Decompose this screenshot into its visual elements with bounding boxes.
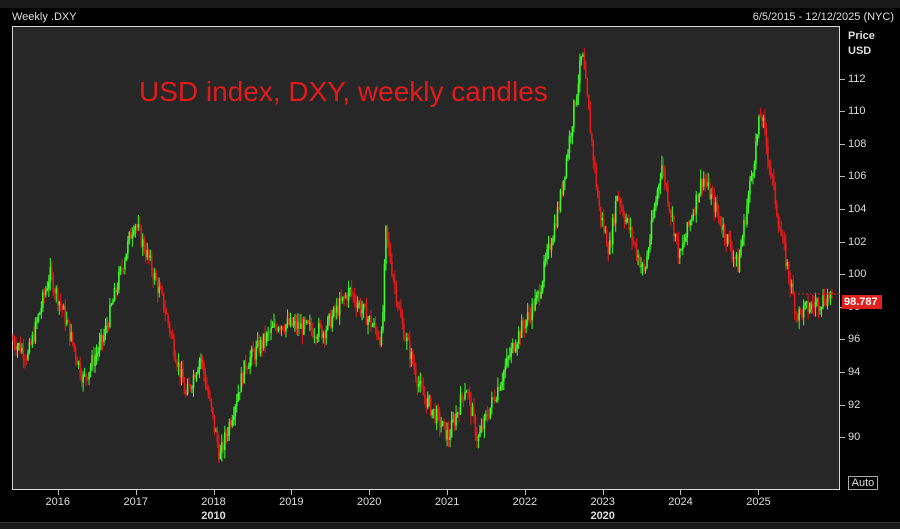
y-tick-label: 106 [848,170,867,183]
chart-header: Weekly .DXY 6/5/2015 - 12/12/2025 (NYC) [0,8,900,26]
y-tick-mark [840,176,845,178]
y-tick-mark [840,274,845,276]
x-tick-mark [291,490,293,495]
y-tick-label: 92 [848,398,861,411]
y-tick-mark [840,339,845,341]
chart-annotation: USD index, DXY, weekly candles [139,76,548,107]
last-price-badge: 98.787 [842,295,882,309]
price-axis[interactable] [840,26,900,496]
y-tick-label: 110 [848,105,866,118]
y-axis-label-usd: USD [848,45,872,57]
x-tick-label: 2018 [201,496,226,508]
y-axis-label-price: Price [848,30,875,42]
x-major-label: 2020 [590,510,615,522]
x-tick-mark [758,490,760,495]
y-tick-label: 94 [848,366,861,379]
y-tick-label: 100 [848,268,867,281]
y-tick-label: 104 [848,203,867,216]
x-tick-label: 2017 [123,496,148,508]
y-tick-mark [840,143,845,145]
x-tick-mark [57,490,59,495]
x-tick-label: 2022 [512,496,538,508]
x-tick-mark [369,490,371,495]
x-tick-mark [524,490,526,495]
x-tick-mark [602,490,604,495]
y-tick-mark [840,209,845,211]
y-tick-mark [840,437,845,439]
y-tick-mark [840,404,845,406]
y-tick-mark [840,111,845,113]
x-tick-label: 2021 [434,496,460,508]
x-tick-label: 2023 [590,496,615,508]
x-tick-label: 2024 [668,496,693,508]
y-tick-label: 90 [848,431,861,444]
y-tick-mark [840,372,845,374]
x-tick-label: 2020 [356,496,382,508]
x-tick-label: 2019 [279,496,304,508]
x-tick-mark [135,490,137,495]
chart-title: Weekly .DXY [12,11,77,23]
x-tick-mark [213,490,215,495]
auto-scale-button[interactable]: Auto [848,476,878,490]
x-tick-mark [447,490,449,495]
date-range: 6/5/2015 - 12/12/2025 (NYC) [752,11,894,23]
x-tick-label: 2025 [746,496,771,508]
y-tick-label: 108 [848,137,867,150]
y-tick-label: 112 [848,72,866,85]
time-axis[interactable] [12,490,840,528]
x-tick-label: 2016 [45,496,70,508]
y-tick-label: 96 [848,333,861,346]
x-tick-mark [680,490,682,495]
y-tick-mark [840,241,845,243]
x-major-label: 2010 [201,510,226,522]
status-strip [0,522,900,529]
y-tick-mark [840,78,845,80]
y-tick-label: 102 [848,235,867,248]
